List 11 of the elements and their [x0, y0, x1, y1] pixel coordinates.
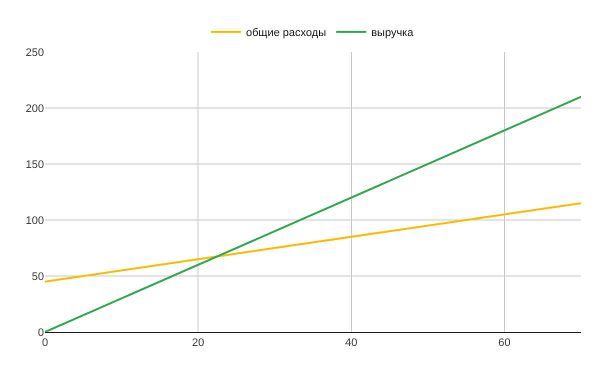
y-tick-label: 0 — [38, 326, 44, 339]
y-tick-label: 250 — [26, 46, 44, 59]
legend-label: общие расходы — [246, 27, 326, 40]
x-tick-label: 20 — [192, 337, 204, 350]
y-tick-label: 200 — [26, 102, 44, 115]
x-tick-label: 40 — [345, 337, 358, 350]
legend-label: выручка — [371, 27, 414, 40]
y-tick-label: 50 — [32, 270, 44, 283]
x-tick-label: 60 — [498, 337, 511, 350]
y-tick-label: 150 — [26, 158, 44, 171]
y-tick-label: 100 — [26, 214, 44, 227]
